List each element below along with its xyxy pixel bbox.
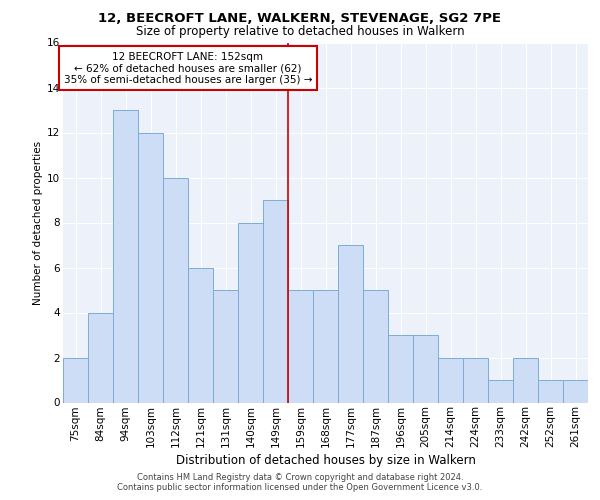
Bar — [213, 290, 238, 403]
Bar — [338, 245, 363, 402]
Bar — [238, 222, 263, 402]
Bar — [438, 358, 463, 403]
Bar — [88, 312, 113, 402]
Bar — [63, 358, 88, 403]
Bar — [138, 132, 163, 402]
Bar — [263, 200, 288, 402]
Y-axis label: Number of detached properties: Number of detached properties — [33, 140, 43, 304]
Bar — [113, 110, 138, 403]
Bar — [538, 380, 563, 402]
X-axis label: Distribution of detached houses by size in Walkern: Distribution of detached houses by size … — [176, 454, 475, 468]
Text: 12 BEECROFT LANE: 152sqm
← 62% of detached houses are smaller (62)
35% of semi-d: 12 BEECROFT LANE: 152sqm ← 62% of detach… — [64, 52, 312, 84]
Bar — [363, 290, 388, 403]
Bar — [188, 268, 213, 402]
Text: 12, BEECROFT LANE, WALKERN, STEVENAGE, SG2 7PE: 12, BEECROFT LANE, WALKERN, STEVENAGE, S… — [98, 12, 502, 26]
Bar — [488, 380, 513, 402]
Bar — [313, 290, 338, 403]
Bar — [563, 380, 588, 402]
Bar — [513, 358, 538, 403]
Bar — [463, 358, 488, 403]
Text: Contains HM Land Registry data © Crown copyright and database right 2024.
Contai: Contains HM Land Registry data © Crown c… — [118, 473, 482, 492]
Bar — [163, 178, 188, 402]
Bar — [413, 335, 438, 402]
Text: Size of property relative to detached houses in Walkern: Size of property relative to detached ho… — [136, 25, 464, 38]
Bar — [388, 335, 413, 402]
Bar — [288, 290, 313, 403]
